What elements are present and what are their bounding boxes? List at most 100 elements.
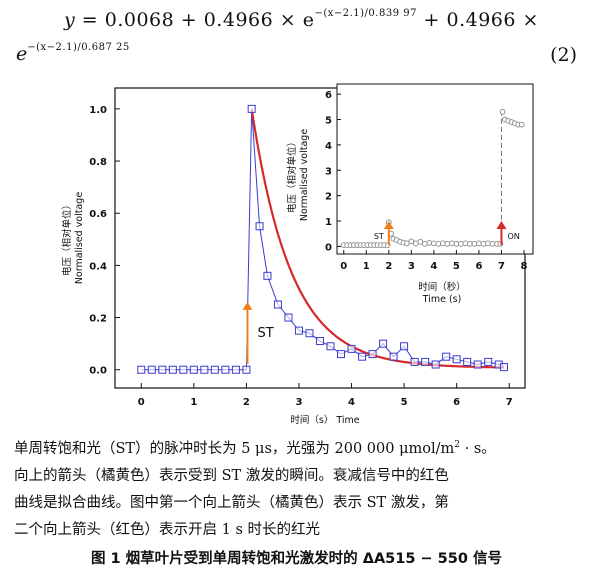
inset-data-point <box>485 240 491 247</box>
main-data-point <box>255 222 264 231</box>
main-y-tick-label: 0.6 <box>89 209 107 220</box>
equation-exponent-2: −(x−2.1)/0.687 25 <box>27 42 130 53</box>
main-data-point <box>284 313 293 322</box>
main-data-point <box>305 329 314 338</box>
inset-y-axis-title-en: Normalised voltage <box>299 129 310 222</box>
equation-number: (2) <box>550 44 577 66</box>
main-data-point <box>400 342 409 351</box>
equation-tail: + 0.4966 × <box>423 9 539 31</box>
main-data-point <box>294 326 303 335</box>
main-y-axis-title-group: 电压（相对单位） Normalised voltage <box>61 192 85 285</box>
inset-data-point <box>431 240 437 247</box>
main-data-point <box>147 365 156 374</box>
figure-chart: 0 1 2 3 4 5 6 7 0.0 0.2 0.4 0.6 0.8 1.0 ST 时间（s） Time… <box>61 83 534 426</box>
inset-on-arrow-head <box>496 221 507 230</box>
main-data-point <box>200 365 209 374</box>
caption-line-2: 向上的箭头（橘黄色）表示受到 ST 激发的瞬间。衰减信号中的红色 <box>14 468 449 484</box>
equation-exponent-1: −(x−2.1)/0.839 97 <box>314 8 417 19</box>
main-y-tick-label: 0.4 <box>89 261 107 272</box>
main-data-point <box>463 357 472 366</box>
caption-line-1-sup: 2 <box>454 440 461 450</box>
main-data-point <box>137 365 146 374</box>
main-y-axis-title-en: Normalised voltage <box>74 192 85 285</box>
inset-data-point <box>458 241 464 247</box>
main-x-tick-label: 1 <box>190 397 197 408</box>
inset-data-point <box>435 241 442 247</box>
inset-x-tick-label: 4 <box>430 261 437 272</box>
main-data-point <box>326 342 335 351</box>
inset-x-tick-label: 3 <box>408 261 415 272</box>
main-data-point <box>221 365 230 374</box>
main-x-tick-label: 3 <box>295 397 302 408</box>
inset-y-axis-title-cn: 电压（相对单位） <box>286 137 298 213</box>
main-st-arrow-head <box>242 301 253 310</box>
main-x-axis-title: 时间（s） Time <box>290 414 359 426</box>
inset-x-axis-title-cn: 时间（秒） <box>418 281 466 293</box>
equation-line-1: y = 0.0068 + 0.4966 × e−(x−2.1)/0.839 97… <box>64 8 539 31</box>
inset-data-point <box>480 241 487 247</box>
inset-st-arrow-head <box>383 221 394 230</box>
inset-data-point <box>417 238 424 245</box>
main-data-point <box>247 104 256 113</box>
inset-data-point <box>403 240 410 247</box>
main-data-point <box>158 365 167 374</box>
caption-line-1-a: 单周转饱和光（ST）的脉冲时长为 5 μs，光强为 200 000 μmol/m <box>14 441 455 457</box>
inset-x-tick-label: 5 <box>453 261 460 272</box>
caption-line-4: 二个向上箭头（红色）表示开启 1 s 时长的红光 <box>14 522 320 538</box>
inset-y-axis-title-group: 电压（相对单位） Normalised voltage <box>286 129 310 222</box>
main-data-point <box>499 363 508 372</box>
inset-y-tick-label: 5 <box>325 116 332 127</box>
main-data-point <box>410 357 419 366</box>
inset-x-axis-title-en: Time (s) <box>422 294 462 305</box>
inset-data-point <box>444 241 451 247</box>
main-y-tick-label: 0.0 <box>89 366 107 377</box>
caption-line-1-b: · s。 <box>460 441 496 457</box>
inset-data-point <box>471 241 478 247</box>
caption-line-1: 单周转饱和光（ST）的脉冲时长为 5 μs，光强为 200 000 μmol/m… <box>14 432 580 463</box>
inset-y-tick-label: 4 <box>325 141 332 152</box>
main-x-tick-label: 4 <box>348 397 355 408</box>
main-data-point <box>273 300 282 309</box>
inset-x-tick-label: 2 <box>385 261 392 272</box>
inset-data-point <box>422 241 428 247</box>
inset-y-tick-label: 6 <box>325 90 332 101</box>
main-x-tick-label: 7 <box>506 397 513 408</box>
main-y-tick-label: 0.8 <box>89 157 107 168</box>
equation-mid: = 0.0068 + 0.4966 × e <box>81 9 315 31</box>
main-data-point <box>421 357 430 366</box>
inset-data-point <box>462 240 469 247</box>
main-x-tick-label: 6 <box>453 397 460 408</box>
main-data-point <box>368 350 377 359</box>
caption-line-3: 曲线是拟合曲线。图中第一个向上箭头（橘黄色）表示 ST 激发，第 <box>14 495 449 511</box>
inset-x-tick-label: 1 <box>363 261 370 272</box>
figure-caption: 单周转饱和光（ST）的脉冲时长为 5 μs，光强为 200 000 μmol/m… <box>14 432 580 544</box>
inset-y-tick-label: 1 <box>325 217 332 228</box>
inset-y-tick-label: 3 <box>325 166 332 177</box>
main-y-axis-title-cn: 电压（相对单位） <box>61 200 73 276</box>
inset-data-point <box>499 109 506 115</box>
main-data-point <box>189 365 198 374</box>
main-data-point <box>452 355 461 364</box>
inset-data-point <box>440 240 446 247</box>
inset-data-point <box>449 240 455 247</box>
main-x-tick-label: 2 <box>243 397 250 408</box>
main-data-point <box>442 352 451 361</box>
inset-x-tick-label: 0 <box>340 261 347 272</box>
inset-y-tick-label: 2 <box>325 192 332 203</box>
main-data-point <box>347 344 356 353</box>
main-data-point <box>337 350 346 359</box>
main-x-tick-label: 0 <box>138 397 145 408</box>
main-y-tick-label: 1.0 <box>89 105 107 116</box>
equation-base-2: e <box>16 43 28 65</box>
inset-on-label: ON <box>507 232 519 241</box>
inset-st-label: ST <box>374 232 384 241</box>
equation-lhs: y <box>64 9 76 31</box>
inset-data-marks: ST ON <box>340 109 525 248</box>
main-y-tick-label: 0.2 <box>89 314 107 325</box>
inset-y-tick-label: 0 <box>325 242 332 253</box>
main-data-point <box>168 365 177 374</box>
equation-line-2: e−(x−2.1)/0.687 25 <box>16 42 130 65</box>
main-data-point <box>473 360 482 369</box>
main-st-label: ST <box>257 326 273 341</box>
main-data-point <box>210 365 219 374</box>
